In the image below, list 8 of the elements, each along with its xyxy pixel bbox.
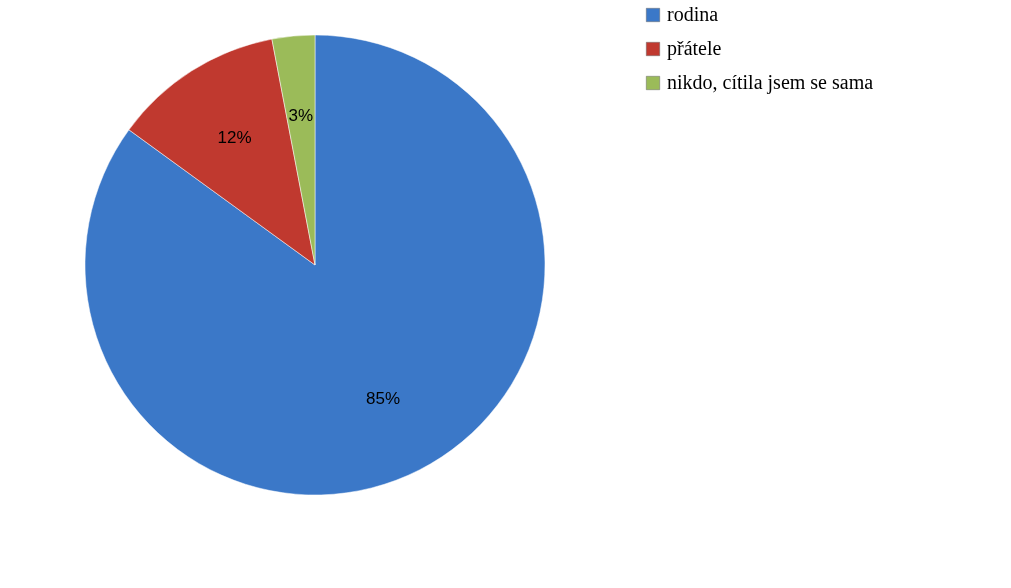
data-label: 3% bbox=[288, 105, 314, 125]
legend-label: nikdo, cítila jsem se sama bbox=[667, 71, 874, 94]
data-label: 85% bbox=[366, 388, 401, 408]
legend-label: rodina bbox=[667, 3, 719, 25]
pie-slice bbox=[84, 34, 546, 496]
pie-slice bbox=[128, 38, 316, 266]
data-label: 12% bbox=[217, 128, 252, 148]
legend-label: přátele bbox=[667, 37, 722, 60]
